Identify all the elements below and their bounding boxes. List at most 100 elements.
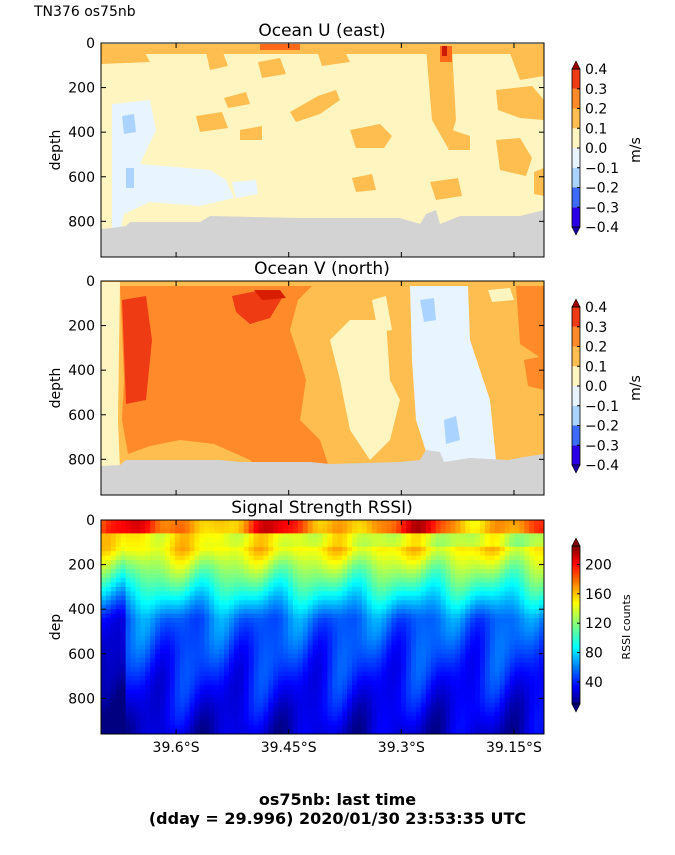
rssi-cell (238, 667, 245, 673)
rssi-cell (160, 662, 166, 668)
rssi-cell (224, 684, 230, 691)
rssi-cell (120, 635, 127, 641)
rssi-cell (381, 573, 388, 579)
rssi-cell (243, 716, 250, 722)
rssi-cell (539, 533, 544, 539)
rssi-cell (465, 573, 471, 579)
rssi-cell (534, 676, 540, 682)
rssi-cell (224, 564, 230, 570)
rssi-cell (347, 609, 353, 615)
rssi-cell (164, 537, 171, 543)
ocean-u-contour (508, 48, 544, 80)
rssi-cell (470, 546, 476, 552)
rssi-cell (199, 631, 205, 637)
rssi-cell (238, 725, 245, 731)
rssi-cell (160, 693, 166, 699)
rssi-cell (164, 582, 171, 588)
rssi-cell (435, 649, 442, 655)
rssi-cell (411, 667, 417, 673)
rssi-cell (529, 689, 535, 695)
rssi-cell (356, 537, 363, 543)
rssi-cell (248, 707, 255, 713)
rssi-cell (268, 676, 274, 682)
rssi-cell (169, 604, 176, 610)
y-tick-label: 0 (86, 36, 95, 52)
rssi-cell (253, 631, 260, 637)
rssi-cell (145, 586, 151, 592)
rssi-cell (352, 564, 358, 570)
rssi-cell (524, 586, 530, 592)
rssi-cell (130, 586, 137, 592)
rssi-cell (514, 542, 520, 548)
rssi-cell (164, 573, 171, 579)
rssi-cell (125, 711, 132, 717)
rssi-cell (174, 551, 181, 557)
rssi-cell (504, 560, 511, 566)
rssi-cell (268, 595, 274, 601)
rssi-cell (322, 627, 329, 633)
rssi-cell (101, 533, 107, 539)
rssi-cell (396, 680, 402, 686)
rssi-cell (509, 524, 516, 530)
ocean-u-contour (112, 100, 234, 240)
rssi-cell (499, 582, 506, 588)
rssi-cell (184, 577, 191, 584)
rssi-cell (288, 635, 294, 641)
rssi-cell (445, 720, 452, 726)
rssi-cell (322, 702, 329, 708)
rssi-cell (204, 604, 210, 610)
rssi-cell (356, 524, 363, 530)
rssi-cell (519, 684, 525, 691)
rssi-cell (278, 577, 284, 584)
rssi-cell (312, 631, 319, 637)
rssi-cell (140, 720, 146, 726)
rssi-cell (524, 729, 530, 734)
rssi-cell (470, 680, 476, 686)
rssi-cell (150, 600, 156, 606)
rssi-cell (342, 689, 348, 695)
rssi-cell (199, 577, 205, 584)
rssi-cell (440, 577, 447, 584)
rssi-cell (307, 729, 314, 734)
rssi-cell (332, 702, 338, 708)
rssi-cell (416, 577, 422, 584)
rssi-cell (140, 591, 146, 597)
rssi-cell (420, 716, 427, 722)
rssi-cell (263, 644, 269, 650)
rssi-cell (465, 720, 471, 726)
rssi-cell (396, 555, 402, 561)
rssi-cell (189, 716, 196, 722)
rssi-cell (352, 560, 358, 566)
rssi-cell (411, 564, 417, 570)
rssi-cell (101, 622, 107, 628)
rssi-cell (145, 716, 151, 722)
rssi-cell (356, 680, 363, 686)
rssi-cell (519, 604, 525, 610)
rssi-cell (228, 640, 235, 646)
rssi-cell (145, 676, 151, 682)
rssi-cell (283, 613, 289, 619)
rssi-cell (352, 569, 358, 575)
rssi-cell (140, 551, 146, 557)
rssi-cell (371, 560, 378, 566)
rssi-cell (317, 653, 324, 659)
rssi-cell (445, 613, 452, 619)
rssi-cell (273, 573, 279, 579)
rssi-cell (174, 729, 181, 734)
rssi-cell (480, 716, 486, 722)
rssi-cell (381, 640, 388, 646)
rssi-cell (253, 649, 260, 655)
rssi-cell (184, 689, 191, 695)
rssi-cell (238, 551, 245, 557)
rssi-cell (465, 658, 471, 664)
rssi-cell (504, 533, 511, 539)
rssi-cell (475, 631, 481, 637)
rssi-cell (273, 644, 279, 650)
rssi-cell (450, 546, 456, 552)
ocean-v-contour (372, 296, 392, 332)
rssi-cell (460, 622, 466, 628)
rssi-cell (120, 720, 127, 726)
rssi-cell (524, 577, 530, 584)
rssi-cell (396, 582, 402, 588)
rssi-cell (110, 644, 117, 650)
